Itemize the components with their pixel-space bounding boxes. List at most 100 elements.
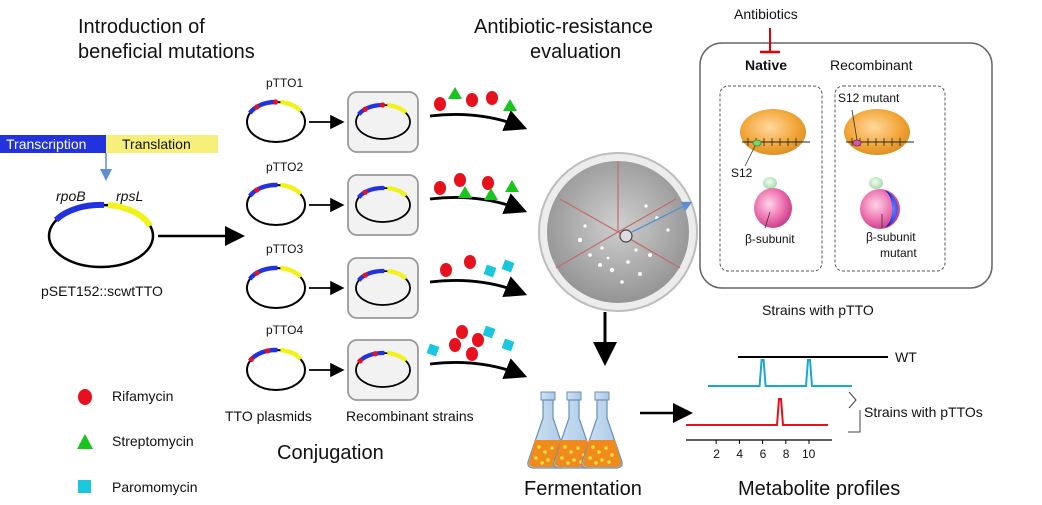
mutation-marker [357,358,363,364]
rpsl-segment [280,99,303,113]
x-tick-label: 2 [713,447,720,461]
rpsl-segment [280,347,303,361]
recombinant-label: Recombinant [830,57,913,73]
plasmid-row [246,325,528,401]
flask [581,391,623,469]
plasmid-row [246,173,528,236]
paromomycin-icon [78,480,91,493]
rpob-segment [248,182,278,198]
tto-plasmids-label: TTO plasmids [225,408,312,424]
plasmid-label: pTTO3 [266,242,304,256]
paromomycin-icon [482,325,496,339]
mutation-marker [372,351,378,357]
petri-dish [538,152,698,312]
metabolite-heading: Metabolite profiles [738,478,901,500]
rpsl-segment [387,102,408,115]
x-tick-label: 6 [759,447,767,461]
rpob-segment [357,268,385,282]
mutation-marker [254,270,260,276]
rifamycin-icon [434,181,446,195]
base-plasmid-name: pSET152::scwtTTO [41,283,163,299]
series-group-label: Strains with pTTOs [864,404,983,420]
rifamycin-icon [486,91,498,105]
eval-heading-line1: Antibiotic-resistance [474,16,653,38]
rpsl-segment [107,202,153,228]
beta-subunit-mutant-label: β-subunit [866,230,916,244]
paromomycin-icon [501,338,515,352]
beta-subunit-label: β-subunit [745,232,795,246]
intro-heading-line2: beneficial mutations [78,41,255,63]
strain-box [347,257,419,319]
mutation-marker [362,106,368,112]
legend-item-label: Rifamycin [112,388,174,404]
rpob-segment [248,99,278,115]
plasmid-label: pTTO1 [266,76,304,90]
rpsl-segment [387,185,408,198]
mutation-marker [362,189,368,195]
rpsl-segment [280,265,303,279]
chart-series-line [708,359,852,387]
paromomycin-icon [501,259,515,273]
rpsl-segment [280,182,303,196]
rifamycin-icon [78,389,92,405]
streptomycin-icon [505,180,519,192]
mutation-marker [254,104,260,110]
translation-label: Translation [122,136,191,152]
antibiotics-label: Antibiotics [734,6,798,22]
mutation-marker [379,102,386,108]
streptomycin-icon [77,434,93,449]
rifamycin-icon [456,325,468,339]
group-bracket [848,391,857,409]
streptomycin-icon [484,188,498,200]
legend-item-label: Streptomycin [112,433,194,449]
plasmid-row [246,255,528,319]
fermentation-flasks [527,391,623,469]
streptomycin-icon [503,99,517,111]
strain-panel [699,28,993,289]
rifamycin-icon [434,97,446,111]
rifamycin-icon [454,173,466,187]
conjugation-heading: Conjugation [277,442,384,464]
plasmid-label: pTTO4 [266,323,304,337]
rifamycin-icon [466,93,478,107]
streptomycin-icon [458,186,472,198]
transcription-translation-bar [0,135,218,181]
mutation-marker [362,272,368,278]
rifamycin-icon [472,333,484,347]
x-tick-label: 10 [802,447,816,461]
panel-caption: Strains with pTTO [762,302,874,318]
transcription-label: Transcription [6,136,87,152]
paromomycin-icon [483,264,497,278]
legend-item-label: Paromomycin [112,479,198,495]
recombinant-strains-label: Recombinant strains [346,408,474,424]
native-label: Native [745,57,788,73]
strain-box [347,339,419,401]
rpob-segment [357,185,385,199]
rifamycin-icon [482,176,494,190]
chart-series-line [686,398,828,426]
rifamycin-icon [466,347,478,361]
rpob-segment [248,265,278,281]
mutation-marker [264,348,271,354]
gene-rpsl-label: rpsL [116,188,144,204]
mutation-marker [254,187,260,193]
paromomycin-icon [426,343,440,357]
intro-heading-line1: Introduction of [78,16,205,38]
plasmid-rows [246,87,528,401]
gene-rpob-label: rpoB [56,188,86,204]
rifamycin-icon [449,338,461,352]
rifamycin-icon [464,255,476,269]
streptomycin-icon [448,87,462,99]
s12-label: S12 [731,166,753,180]
base-plasmid [47,201,155,269]
strain-box [347,91,419,153]
plasmid-row [246,87,528,153]
fermentation-heading: Fermentation [524,478,642,500]
metabolite-chart [686,356,888,444]
strain-box [347,174,419,236]
rpob-segment [53,201,105,223]
mutation-marker [248,356,255,362]
mutation-marker [272,99,279,105]
